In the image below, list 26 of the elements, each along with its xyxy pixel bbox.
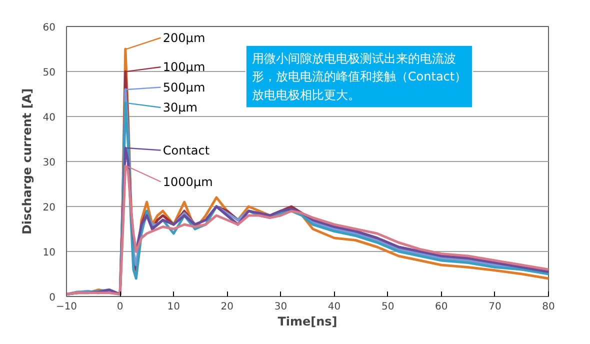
x-tick-label: 80 <box>542 302 555 312</box>
legend-label: 200μm <box>162 30 206 45</box>
y-axis-title: Discharge current [A] <box>20 88 34 235</box>
x-tick-label: −10 <box>56 302 78 312</box>
legend-label: 30μm <box>162 100 198 114</box>
y-tick-label: 10 <box>42 248 56 258</box>
x-tick-label: 70 <box>488 302 502 312</box>
x-tick-label: 30 <box>274 302 288 312</box>
x-tick-label: 60 <box>435 302 448 312</box>
y-tick-label: 20 <box>42 202 56 214</box>
x-tick-label: 10 <box>167 302 180 312</box>
x-axis-title: Time[ns] <box>278 314 338 328</box>
annotation: 用微小间隙放电电极测试出来的电流波形，放电电流的峰值和接触（Contact）放电电极相比更大。 <box>252 51 467 102</box>
x-tick-label: 40 <box>328 302 341 312</box>
y-tick-label: 40 <box>42 112 56 124</box>
legend-label: 100μm <box>162 60 206 74</box>
y-tick-label: 30 <box>42 158 56 168</box>
y-tick-label: 0 <box>49 292 56 304</box>
legend-label: 500μm <box>162 80 206 94</box>
x-tick-label: 0 <box>116 302 124 312</box>
legend-label: Contact <box>162 143 210 158</box>
x-tick-label: 50 <box>381 302 394 312</box>
y-tick-label: 60 <box>42 22 56 34</box>
y-tick-label: 50 <box>42 68 56 78</box>
x-tick-label: 20 <box>220 302 234 312</box>
legend-label: 1000μm <box>162 174 213 189</box>
